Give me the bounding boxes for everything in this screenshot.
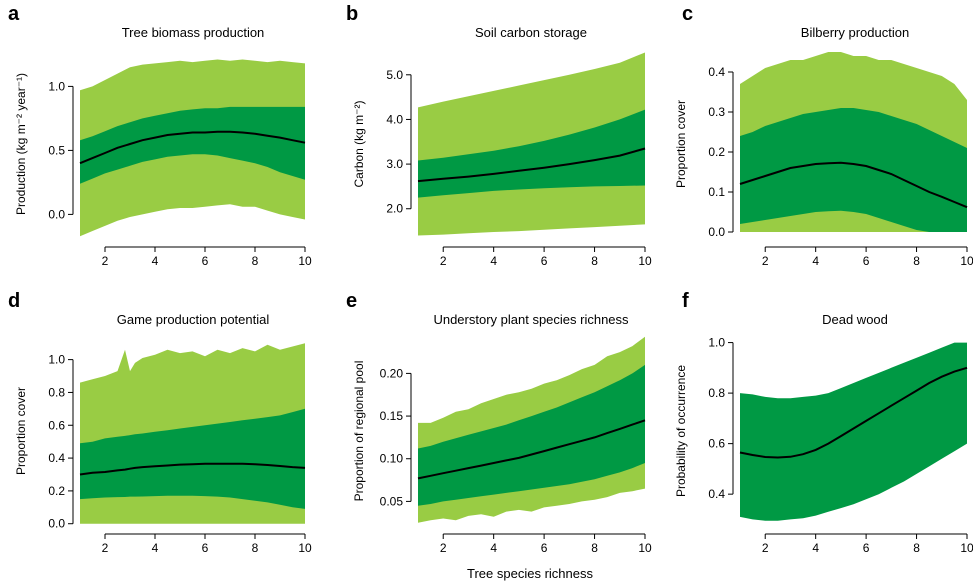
panel-title: Understory plant species richness	[433, 312, 629, 327]
panel-letter: e	[346, 290, 357, 312]
x-tick-label: 6	[863, 254, 870, 268]
x-tick-label: 4	[152, 541, 159, 555]
x-tick-label: 2	[440, 541, 447, 555]
panel-letter: d	[8, 290, 20, 312]
panel-letter: b	[346, 3, 358, 25]
y-tick-label: 0.10	[380, 452, 404, 466]
x-tick-label: 10	[298, 541, 312, 555]
y-tick-label: 0.0	[48, 207, 65, 221]
panel-title: Bilberry production	[801, 25, 909, 40]
x-tick-label: 2	[762, 541, 769, 555]
panel-title: Dead wood	[822, 312, 888, 327]
x-tick-label: 10	[638, 541, 652, 555]
inner-band	[740, 342, 967, 521]
y-tick-label: 0.4	[708, 487, 725, 501]
y-axis-label: Production (kg m⁻² year⁻¹)	[14, 73, 28, 215]
x-tick-label: 10	[638, 254, 652, 268]
figure-xlabel: Tree species richness	[467, 566, 593, 581]
y-tick-label: 0.5	[48, 143, 65, 157]
y-tick-label: 3.0	[386, 157, 403, 171]
inner-band	[740, 108, 967, 232]
panel-title: Game production potential	[117, 312, 270, 327]
x-tick-label: 4	[490, 254, 497, 268]
y-tick-label: 0.3	[708, 105, 725, 119]
panel-letter: f	[682, 290, 689, 312]
x-tick-label: 8	[591, 541, 598, 555]
panel-letter: c	[682, 3, 693, 25]
x-tick-label: 4	[812, 541, 819, 555]
y-axis-label: Proportion of regional pool	[352, 361, 366, 502]
y-tick-label: 0.4	[708, 65, 725, 79]
panel-letter: a	[8, 3, 20, 25]
x-tick-label: 4	[152, 254, 159, 268]
y-tick-label: 0.05	[380, 494, 404, 508]
y-tick-label: 0.2	[708, 145, 725, 159]
y-tick-label: 4.0	[386, 112, 403, 126]
panel-f: f Dead wood 2 4 6 8 10 0.4 0.6 0.8 1.0 Probability …	[674, 290, 973, 555]
y-tick-label: 0.0	[48, 517, 65, 531]
y-axis-label: Proportion cover	[674, 100, 688, 188]
x-tick-label: 2	[762, 254, 769, 268]
y-tick-label: 0.6	[708, 437, 725, 451]
y-tick-label: 0.6	[48, 418, 65, 432]
y-tick-label: 0.4	[48, 451, 65, 465]
y-tick-label: 0.8	[708, 386, 725, 400]
x-tick-label: 6	[863, 541, 870, 555]
panels: a Tree biomass production 2 4 6 8 10 0.0 0.5 1.0 P…	[8, 3, 973, 555]
x-tick-label: 6	[202, 254, 209, 268]
y-tick-label: 0.0	[708, 225, 725, 239]
mean-line	[739, 366, 968, 459]
x-tick-label: 4	[490, 541, 497, 555]
x-tick-label: 2	[102, 254, 109, 268]
y-tick-label: 0.20	[380, 366, 404, 380]
x-tick-label: 8	[252, 541, 259, 555]
x-tick-label: 8	[913, 541, 920, 555]
panel-a: a Tree biomass production 2 4 6 8 10 0.0 0.5 1.0 P…	[8, 3, 312, 268]
panel-e: e Understory plant species richness 2 4 6 8 10…	[346, 290, 652, 555]
inner-band	[80, 106, 305, 184]
panel-d: d Game production potential 2 4 6 8 10 0.0 0.2 0.…	[8, 290, 312, 555]
mean-line	[417, 147, 646, 183]
y-tick-label: 0.8	[48, 385, 65, 399]
x-tick-label: 8	[252, 254, 259, 268]
inner-band	[418, 364, 645, 506]
y-tick-label: 0.2	[48, 484, 65, 498]
y-tick-label: 5.0	[386, 68, 403, 82]
panel-title: Soil carbon storage	[475, 25, 587, 40]
x-tick-label: 4	[812, 254, 819, 268]
y-axis-label: Proportion cover	[14, 387, 28, 475]
y-tick-label: 1.0	[48, 353, 65, 367]
y-tick-label: 0.1	[708, 185, 725, 199]
y-axis-label: Carbon (kg m⁻²)	[352, 100, 366, 187]
x-tick-label: 10	[298, 254, 312, 268]
x-tick-label: 6	[541, 541, 548, 555]
panel-title: Tree biomass production	[122, 25, 265, 40]
x-tick-label: 8	[591, 254, 598, 268]
x-tick-label: 2	[440, 254, 447, 268]
y-tick-label: 1.0	[48, 79, 65, 93]
inner-band	[80, 408, 305, 509]
y-axis-label: Probability of occurrence	[674, 365, 688, 497]
x-tick-label: 2	[102, 541, 109, 555]
y-tick-label: 0.15	[380, 409, 404, 423]
panel-b: b Soil carbon storage 2 4 6 8 10 2.0 3.0 4.0 5.0 Ca…	[346, 3, 652, 268]
x-tick-label: 10	[960, 541, 973, 555]
mean-line	[79, 462, 306, 476]
y-tick-label: 2.0	[386, 202, 403, 216]
mean-line	[739, 161, 968, 209]
mean-line	[79, 130, 306, 165]
x-tick-label: 6	[202, 541, 209, 555]
x-tick-label: 10	[960, 254, 973, 268]
y-tick-label: 1.0	[708, 336, 725, 350]
x-tick-label: 6	[541, 254, 548, 268]
mean-line	[417, 419, 646, 480]
x-tick-label: 8	[913, 254, 920, 268]
panel-c: c Bilberry production 2 4 6 8 10 0.0 0.1 0.2 0.3 0.…	[674, 3, 973, 268]
